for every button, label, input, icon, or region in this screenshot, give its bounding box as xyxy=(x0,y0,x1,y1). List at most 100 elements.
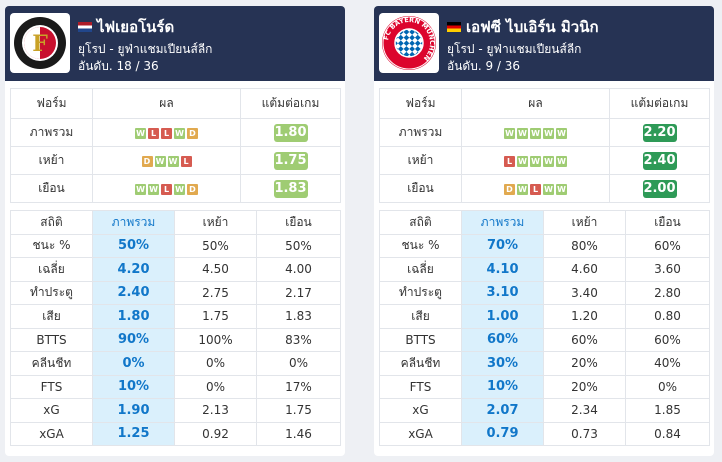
form-result-badge[interactable]: W xyxy=(504,127,515,139)
col-header-home: เหย้า xyxy=(543,210,626,235)
form-result-badge[interactable]: W xyxy=(530,127,541,139)
form-result-badge[interactable]: W xyxy=(135,183,146,195)
team-card-feyenoord: F ไฟเยอโนร์ด ยุโรป - ยูฟ่าแชมเปียนส์ลีก … xyxy=(5,6,345,456)
form-result-badge[interactable]: W xyxy=(167,155,179,167)
ppg-badge: 1.75 xyxy=(273,151,308,170)
col-header-form: ฟอร์ม xyxy=(10,88,93,119)
team-header: FC BAYERN MÜNCHEN เอฟซี ไบเอิร์น มิวนิก … xyxy=(374,6,714,81)
form-result-badge[interactable]: W xyxy=(174,127,185,139)
league-name[interactable]: ยุโรป - ยูฟ่าแชมเปียนส์ลีก xyxy=(447,42,582,56)
form-result-badge[interactable]: W xyxy=(556,127,567,139)
col-header-overall: ภาพรวม xyxy=(92,210,175,235)
form-result-badge[interactable]: L xyxy=(148,127,159,139)
form-result-badge[interactable]: W xyxy=(148,183,159,195)
form-result-badge[interactable]: L xyxy=(530,183,541,195)
col-header-away: เยือน xyxy=(256,210,341,235)
stats-row-xg: xG 2.07 2.34 1.85 xyxy=(379,398,710,423)
team-header: F ไฟเยอโนร์ด ยุโรป - ยูฟ่าแชมเปียนส์ลีก … xyxy=(5,6,345,81)
stats-row-win-pct: ชนะ % 70% 80% 60% xyxy=(379,233,710,258)
form-result-badge[interactable]: W xyxy=(517,127,528,139)
stats-row-win-pct: ชนะ % 50% 50% 50% xyxy=(10,233,341,258)
bayern-crest-icon: FC BAYERN MÜNCHEN xyxy=(382,16,436,70)
col-header-form: ฟอร์ม xyxy=(379,88,462,119)
ppg-badge: 2.00 xyxy=(642,179,677,198)
stats-row-scored: ทำประตู 3.10 3.40 2.80 xyxy=(379,280,710,305)
form-result-badge[interactable]: L xyxy=(161,127,172,139)
stats-row-clean-sheet: คลีนชีท 0% 0% 0% xyxy=(10,351,341,376)
stats-header-row: สถิติ ภาพรวม เหย้า เยือน xyxy=(379,210,710,235)
stats-row-fts: FTS 10% 20% 0% xyxy=(379,374,710,399)
form-result-badge[interactable]: L xyxy=(161,183,172,195)
team-name[interactable]: เอฟซี ไบเอิร์น มิวนิก xyxy=(447,15,599,39)
stats-row-avg: เฉลี่ย 4.10 4.60 3.60 xyxy=(379,257,710,282)
form-result-badge[interactable]: D xyxy=(187,127,198,139)
svg-text:F: F xyxy=(32,31,48,57)
col-header-stat: สถิติ xyxy=(10,210,93,235)
league-name[interactable]: ยุโรป - ยูฟ่าแชมเปียนส์ลีก xyxy=(78,42,213,56)
stats-row-scored: ทำประตู 2.40 2.75 2.17 xyxy=(10,280,341,305)
ppg-badge: 2.40 xyxy=(642,151,677,170)
team-card-bayern: FC BAYERN MÜNCHEN เอฟซี ไบเอิร์น มิวนิก … xyxy=(374,6,714,456)
form-result-badge[interactable]: W xyxy=(543,127,554,139)
ppg-badge: 1.83 xyxy=(273,179,308,198)
team-rank: อันดับ. 18 / 36 xyxy=(78,59,159,73)
col-header-stat: สถิติ xyxy=(379,210,462,235)
stats-row-xga: xGA 1.25 0.92 1.46 xyxy=(10,421,341,446)
col-header-results: ผล xyxy=(92,88,241,119)
col-header-home: เหย้า xyxy=(174,210,257,235)
ppg-badge: 2.20 xyxy=(642,123,677,142)
germany-flag-icon xyxy=(447,22,461,32)
form-result-badge[interactable]: W xyxy=(543,155,554,167)
ppg-badge: 1.80 xyxy=(273,123,308,142)
stats-header-row: สถิติ ภาพรวม เหย้า เยือน xyxy=(10,210,341,235)
stats-row-btts: BTTS 90% 100% 83% xyxy=(10,327,341,352)
col-header-ppg: แต้มต่อเกม xyxy=(240,88,341,119)
stats-table: สถิติ ภาพรวม เหย้า เยือน ชนะ % 70% 80% 60% … xyxy=(379,210,710,446)
feyenoord-crest-icon: F xyxy=(14,17,66,69)
form-result-badge[interactable]: D xyxy=(141,155,153,167)
form-result-badge[interactable]: W xyxy=(517,183,528,195)
bayern-logo[interactable]: FC BAYERN MÜNCHEN xyxy=(379,13,439,73)
form-result-badge[interactable]: L xyxy=(504,155,515,167)
col-header-overall: ภาพรวม xyxy=(461,210,544,235)
stats-row-btts: BTTS 60% 60% 60% xyxy=(379,327,710,352)
stats-table: สถิติ ภาพรวม เหย้า เยือน ชนะ % 50% 50% 50% … xyxy=(10,210,341,446)
stats-row-avg: เฉลี่ย 4.20 4.50 4.00 xyxy=(10,257,341,282)
col-header-results: ผล xyxy=(461,88,610,119)
stats-row-fts: FTS 10% 0% 17% xyxy=(10,374,341,399)
form-result-badge[interactable]: D xyxy=(187,183,198,195)
form-result-badge[interactable]: W xyxy=(154,155,166,167)
team-name[interactable]: ไฟเยอโนร์ด xyxy=(78,15,174,39)
stats-row-clean-sheet: คลีนชีท 30% 20% 40% xyxy=(379,351,710,376)
stats-row-conceded: เสีย 1.80 1.75 1.83 xyxy=(10,304,341,329)
form-result-badge[interactable]: W xyxy=(174,183,185,195)
feyenoord-logo[interactable]: F xyxy=(10,13,70,73)
col-header-ppg: แต้มต่อเกม xyxy=(609,88,710,119)
stats-row-xg: xG 1.90 2.13 1.75 xyxy=(10,398,341,423)
form-result-badge[interactable]: L xyxy=(180,155,192,167)
form-result-badge[interactable]: W xyxy=(530,155,541,167)
form-result-badge[interactable]: W xyxy=(556,155,567,167)
netherlands-flag-icon xyxy=(78,22,92,32)
form-result-badge[interactable]: W xyxy=(517,155,528,167)
team-rank: อันดับ. 9 / 36 xyxy=(447,59,521,73)
form-result-badge[interactable]: D xyxy=(504,183,515,195)
form-result-badge[interactable]: W xyxy=(543,183,554,195)
stats-row-conceded: เสีย 1.00 1.20 0.80 xyxy=(379,304,710,329)
form-result-badge[interactable]: W xyxy=(556,183,567,195)
form-result-badge[interactable]: W xyxy=(135,127,146,139)
